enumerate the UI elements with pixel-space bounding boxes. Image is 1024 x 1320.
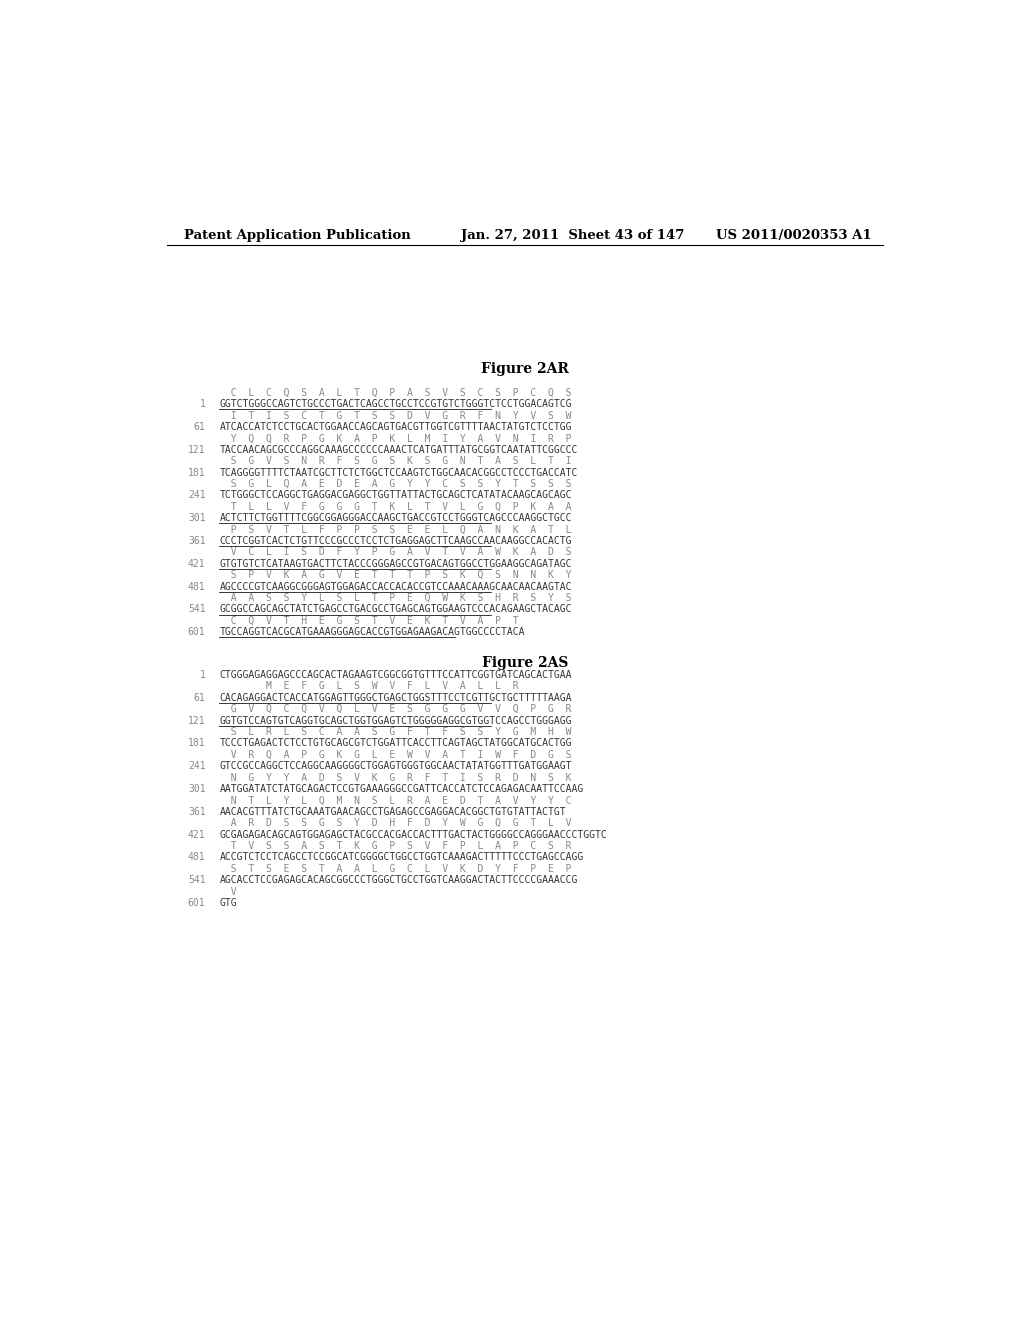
Text: ACCGTCTCCTCAGCCTCCGGCATCGGGGCTGGCCTGGTCAAAGACTTTTTCCCTGAGCCAGG: ACCGTCTCCTCAGCCTCCGGCATCGGGGCTGGCCTGGTCA… (219, 853, 584, 862)
Text: V  C  L  I  S  D  F  Y  P  G  A  V  T  V  A  W  K  A  D  S: V C L I S D F Y P G A V T V A W K A D S (219, 548, 572, 557)
Text: 601: 601 (187, 627, 206, 638)
Text: 601: 601 (187, 898, 206, 908)
Text: I  T  I  S  C  T  G  T  S  S  D  V  G  R  F  N  Y  V  S  W: I T I S C T G T S S D V G R F N Y V S W (219, 411, 572, 421)
Text: A  R  D  S  S  G  S  Y  D  H  F  D  Y  W  G  Q  G  T  L  V: A R D S S G S Y D H F D Y W G Q G T L V (219, 818, 572, 828)
Text: 181: 181 (187, 738, 206, 748)
Text: 1: 1 (200, 399, 206, 409)
Text: CTGGGAGAGGAGCCCAGCACTAGAAGTCGGCGGTGTTTCCATTCGGTGATCAGCACTGAA: CTGGGAGAGGAGCCCAGCACTAGAAGTCGGCGGTGTTTCC… (219, 671, 572, 680)
Text: TCAGGGGTTTTCTAATCGCTTCTCTGGCTCCAAGTCTGGCAACACGGCCTCCCTGACCATC: TCAGGGGTTTTCTAATCGCTTCTCTGGCTCCAAGTCTGGC… (219, 467, 578, 478)
Text: 361: 361 (187, 536, 206, 546)
Text: 241: 241 (187, 762, 206, 771)
Text: ACTCTTCTGGTTTTCGGCGGAGGGACCAAGCTGACCGTCCTGGGTCAGCCCAAGGCTGCC: ACTCTTCTGGTTTTCGGCGGAGGGACCAAGCTGACCGTCC… (219, 513, 572, 523)
Text: 121: 121 (187, 715, 206, 726)
Text: 61: 61 (194, 693, 206, 702)
Text: S  T  S  E  S  T  A  A  L  G  C  L  V  K  D  Y  F  P  E  P: S T S E S T A A L G C L V K D Y F P E P (219, 863, 572, 874)
Text: Y  Q  Q  R  P  G  K  A  P  K  L  M  I  Y  A  V  N  I  R  P: Y Q Q R P G K A P K L M I Y A V N I R P (219, 433, 572, 444)
Text: AACACGTTTATCTGCAAATGAACAGCCTGAGAGCCGAGGACACGGCTGTGTATTACTGT: AACACGTTTATCTGCAAATGAACAGCCTGAGAGCCGAGGA… (219, 807, 566, 817)
Text: Figure 2AR: Figure 2AR (481, 363, 568, 376)
Text: GGTGTCCAGTGTCAGGTGCAGCTGGTGGAGTCTGGGGGAGGCGTGGTCCAGCCTGGGAGG: GGTGTCCAGTGTCAGGTGCAGCTGGTGGAGTCTGGGGGAG… (219, 715, 572, 726)
Text: G  V  Q  C  Q  V  Q  L  V  E  S  G  G  G  V  V  Q  P  G  R: G V Q C Q V Q L V E S G G G V V Q P G R (219, 704, 572, 714)
Text: P  S  V  T  L  F  P  P  S  S  E  E  L  Q  A  N  K  A  T  L: P S V T L F P P S S E E L Q A N K A T L (219, 524, 572, 535)
Text: 421: 421 (187, 829, 206, 840)
Text: GCGGCCAGCAGCTATCTGAGCCTGACGCCTGAGCAGTGGAAGTCCCACAGAAGCTACAGC: GCGGCCAGCAGCTATCTGAGCCTGACGCCTGAGCAGTGGA… (219, 605, 572, 614)
Text: V: V (219, 887, 238, 896)
Text: 301: 301 (187, 513, 206, 523)
Text: GGTCTGGGCCAGTCTGCCCTGACTCAGCCTGCCTCCGTGTCTGGGTCTCCTGGACAGTCG: GGTCTGGGCCAGTCTGCCCTGACTCAGCCTGCCTCCGTGT… (219, 399, 572, 409)
Text: 481: 481 (187, 582, 206, 591)
Text: AATGGATATCTATGCAGACTCCGTGAAAGGGCCGATTCACCATCTCCAGAGACAATTCCAAG: AATGGATATCTATGCAGACTCCGTGAAAGGGCCGATTCAC… (219, 784, 584, 793)
Text: ATCACCATCTCCTGCACTGGAACCAGCAGTGACGTTGGTCGTTTTAACTATGTCTCCTGG: ATCACCATCTCCTGCACTGGAACCAGCAGTGACGTTGGTC… (219, 422, 572, 432)
Text: Figure 2AS: Figure 2AS (481, 656, 568, 669)
Text: 121: 121 (187, 445, 206, 455)
Text: T  L  L  V  F  G  G  G  T  K  L  T  V  L  G  Q  P  K  A  A: T L L V F G G G T K L T V L G Q P K A A (219, 502, 572, 512)
Text: GTCCGCCAGGCTCCAGGCAAGGGGCTGGAGTGGGTGGCAACTATATGGTTTGATGGAAGT: GTCCGCCAGGCTCCAGGCAAGGGGCTGGAGTGGGTGGCAA… (219, 762, 572, 771)
Text: 421: 421 (187, 558, 206, 569)
Text: TGCCAGGTCACGCATGAAAGGGAGCACCGTGGAGAAGACAGTGGCCCCTACA: TGCCAGGTCACGCATGAAAGGGAGCACCGTGGAGAAGACA… (219, 627, 525, 638)
Text: S  G  V  S  N  R  F  S  G  S  K  S  G  N  T  A  S  L  T  I: S G V S N R F S G S K S G N T A S L T I (219, 457, 572, 466)
Text: 541: 541 (187, 605, 206, 614)
Text: 1: 1 (200, 671, 206, 680)
Text: AGCACCTCCGAGAGCACAGCGGCCCTGGGCTGCCTGGTCAAGGACTACTTCCCCGAAACCG: AGCACCTCCGAGAGCACAGCGGCCCTGGGCTGCCTGGTCA… (219, 875, 578, 886)
Text: N  G  Y  Y  A  D  S  V  K  G  R  F  T  I  S  R  D  N  S  K: N G Y Y A D S V K G R F T I S R D N S K (219, 772, 572, 783)
Text: 481: 481 (187, 853, 206, 862)
Text: CCCTCGGTCACTCTGTTCCCGCCCTCCTCTGAGGAGCTTCAAGCCAACAAGGCCACACTG: CCCTCGGTCACTCTGTTCCCGCCCTCCTCTGAGGAGCTTC… (219, 536, 572, 546)
Text: CACAGAGGACTCACCATGGAGTTGGGCTGAGCTGGSTTTCCTCGTTGCTGCTTTTTAAGA: CACAGAGGACTCACCATGGAGTTGGGCTGAGCTGGSTTTC… (219, 693, 572, 702)
Text: TCCCTGAGACTCTCCTGTGCAGCGTCTGGATTCACCTTCAGTAGCTATGGCATGCACTGG: TCCCTGAGACTCTCCTGTGCAGCGTCTGGATTCACCTTCA… (219, 738, 572, 748)
Text: GTGTGTCTCATAAGTGACTTCTACCCGGGAGCCGTGACAGTGGCCTGGAAGGCAGATAGC: GTGTGTCTCATAAGTGACTTCTACCCGGGAGCCGTGACAG… (219, 558, 572, 569)
Text: S  P  V  K  A  G  V  E  T  T  T  P  S  K  Q  S  N  N  K  Y: S P V K A G V E T T T P S K Q S N N K Y (219, 570, 572, 581)
Text: S  L  R  L  S  C  A  A  S  G  F  T  F  S  S  Y  G  M  H  W: S L R L S C A A S G F T F S S Y G M H W (219, 727, 572, 737)
Text: S  G  L  Q  A  E  D  E  A  G  Y  Y  C  S  S  Y  T  S  S  S: S G L Q A E D E A G Y Y C S S Y T S S S (219, 479, 572, 488)
Text: 61: 61 (194, 422, 206, 432)
Text: US 2011/0020353 A1: US 2011/0020353 A1 (717, 228, 872, 242)
Text: 541: 541 (187, 875, 206, 886)
Text: 181: 181 (187, 467, 206, 478)
Text: M  E  F  G  L  S  W  V  F  L  V  A  L  L  R: M E F G L S W V F L V A L L R (219, 681, 519, 692)
Text: GTG: GTG (219, 898, 238, 908)
Text: TACCAACAGCGCCCAGGCAAAGCCCCCCAAACTCATGATTTATGCGGTCAATATTCGGCCC: TACCAACAGCGCCCAGGCAAAGCCCCCCAAACTCATGATT… (219, 445, 578, 455)
Text: A  A  S  S  Y  L  S  L  T  P  E  Q  W  K  S  H  R  S  Y  S: A A S S Y L S L T P E Q W K S H R S Y S (219, 593, 572, 603)
Text: 241: 241 (187, 491, 206, 500)
Text: GCGAGAGACAGCAGTGGAGAGCTACGCCACGACCACTTTGACTACTGGGGCCAGGGAACCCTGGTC: GCGAGAGACAGCAGTGGAGAGCTACGCCACGACCACTTTG… (219, 829, 607, 840)
Text: V  R  Q  A  P  G  K  G  L  E  W  V  A  T  I  W  F  D  G  S: V R Q A P G K G L E W V A T I W F D G S (219, 750, 572, 760)
Text: T  V  S  S  A  S  T  K  G  P  S  V  F  P  L  A  P  C  S  R: T V S S A S T K G P S V F P L A P C S R (219, 841, 572, 851)
Text: C  Q  V  T  H  E  G  S  T  V  E  K  T  V  A  P  T: C Q V T H E G S T V E K T V A P T (219, 615, 519, 626)
Text: N  T  L  Y  L  Q  M  N  S  L  R  A  E  D  T  A  V  Y  Y  C: N T L Y L Q M N S L R A E D T A V Y Y C (219, 796, 572, 805)
Text: Jan. 27, 2011  Sheet 43 of 147: Jan. 27, 2011 Sheet 43 of 147 (461, 228, 685, 242)
Text: 301: 301 (187, 784, 206, 793)
Text: 361: 361 (187, 807, 206, 817)
Text: TCTGGGCTCCAGGCTGAGGACGAGGCTGGTTATTACTGCAGCTCATATACAAGCAGCAGC: TCTGGGCTCCAGGCTGAGGACGAGGCTGGTTATTACTGCA… (219, 491, 572, 500)
Text: C  L  C  Q  S  A  L  T  Q  P  A  S  V  S  C  S  P  C  Q  S: C L C Q S A L T Q P A S V S C S P C Q S (219, 388, 572, 397)
Text: Patent Application Publication: Patent Application Publication (183, 228, 411, 242)
Text: AGCCCCGTCAAGGCGGGAGTGGAGACCACCACACCGTCCAAACAAAGCAACAACAAGTAC: AGCCCCGTCAAGGCGGGAGTGGAGACCACCACACCGTCCA… (219, 582, 572, 591)
